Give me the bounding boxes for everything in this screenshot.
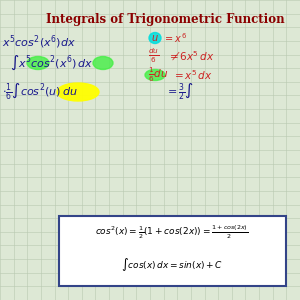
Text: $= x^5\,dx$: $= x^5\,dx$ <box>172 68 213 82</box>
Text: $= \not{6}x^5\,dx$: $= \not{6}x^5\,dx$ <box>167 49 214 63</box>
Text: $\cdot\frac{1}{6}\int cos^2(u)\,du$: $\cdot\frac{1}{6}\int cos^2(u)\,du$ <box>2 82 78 102</box>
Text: $\int x^5 cos^2(x^6)\,dx$: $\int x^5 cos^2(x^6)\,dx$ <box>10 54 94 72</box>
Ellipse shape <box>57 83 99 101</box>
Ellipse shape <box>145 70 165 80</box>
Text: $= x^6$: $= x^6$ <box>163 31 187 45</box>
Ellipse shape <box>27 56 49 70</box>
FancyBboxPatch shape <box>59 216 286 286</box>
Text: $\frac{1}{6}du$: $\frac{1}{6}du$ <box>148 66 169 84</box>
Text: $x^5cos^2(x^6)dx$: $x^5cos^2(x^6)dx$ <box>2 33 76 51</box>
Text: $\frac{du}{6}$: $\frac{du}{6}$ <box>148 47 159 65</box>
Text: Integrals of Trigonometric Function: Integrals of Trigonometric Function <box>46 13 285 26</box>
Text: $cos^2(x) = \frac{1}{2}(1+cos(2x)) = \frac{1+cos(2x)}{2}$: $cos^2(x) = \frac{1}{2}(1+cos(2x)) = \fr… <box>95 223 249 241</box>
Ellipse shape <box>149 32 161 44</box>
Ellipse shape <box>93 56 113 70</box>
Text: $u$: $u$ <box>151 33 159 43</box>
Text: $= \frac{3}{2}\int$: $= \frac{3}{2}\int$ <box>165 82 194 102</box>
Text: $\int cos(x)\,dx = sin(x) + C$: $\int cos(x)\,dx = sin(x) + C$ <box>121 256 223 273</box>
